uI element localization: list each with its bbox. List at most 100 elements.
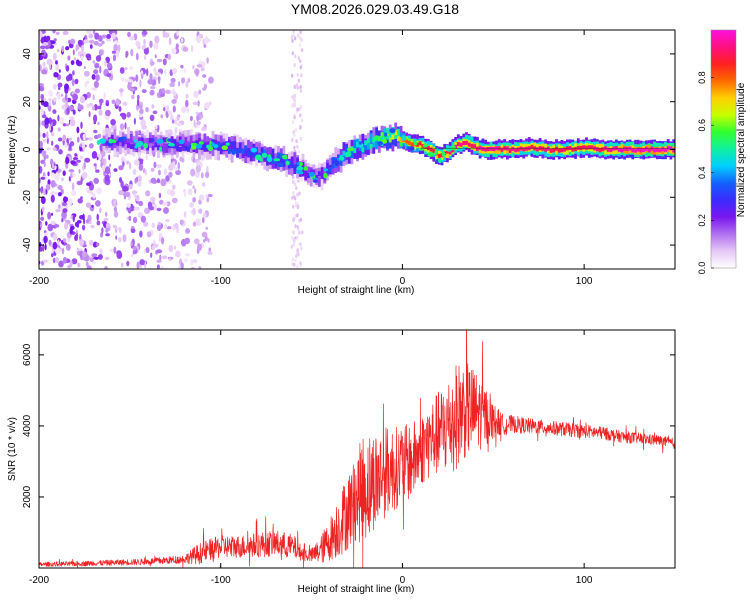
spectrogram-noise-cell xyxy=(77,39,83,46)
spectrogram-noise-cell xyxy=(46,131,49,140)
spectrogram-ridge-cell xyxy=(508,148,512,153)
spectrogram-noise-cell xyxy=(154,54,157,59)
spectrogram-noise-cell xyxy=(93,69,99,75)
spectrogram-noise-cell xyxy=(165,219,170,223)
spectrogram-noise-cell xyxy=(206,57,209,64)
spectrogram-noise-cell xyxy=(69,116,75,120)
spectrogram-ridge-blob xyxy=(413,141,418,146)
spectrogram-ridge-cell xyxy=(620,148,624,153)
spectrogram-noise-cell xyxy=(41,49,46,57)
spectrogram-noise-cell xyxy=(175,250,181,258)
spectrogram-noise-cell xyxy=(299,113,302,118)
spectrogram-noise-cell xyxy=(293,238,297,243)
spectrogram-noise-cell xyxy=(138,163,144,171)
spectrogram-noise-cell xyxy=(76,126,80,134)
spectrogram-ridge-cell xyxy=(557,148,561,153)
spectrogram-noise-cell xyxy=(88,143,94,149)
spectrogram-noise-cell xyxy=(297,78,300,83)
spectrogram-noise-cell xyxy=(299,89,303,93)
spectrogram-noise-cell xyxy=(125,50,129,57)
spectrogram-noise-cell xyxy=(79,155,84,160)
spectrogram-noise-cell xyxy=(193,90,199,98)
spectrogram-ridge-blob xyxy=(225,142,230,146)
snr-series-line xyxy=(39,330,675,568)
spectrogram-noise-cell xyxy=(105,233,110,237)
spectrogram-noise-cell xyxy=(124,67,128,71)
spectrogram-ridge-cell xyxy=(184,145,188,151)
spectrogram-noise-cell xyxy=(145,153,148,161)
spectrogram-ridge-blob xyxy=(384,132,388,137)
spectrogram-noise-cell xyxy=(83,39,89,44)
spectrogram-noise-cell xyxy=(89,191,94,195)
spectrogram-noise-cell xyxy=(111,50,116,54)
spectrogram-noise-cell xyxy=(95,74,100,82)
spectrogram-noise-cell xyxy=(75,233,79,241)
spectrogram-ridge-cell xyxy=(157,145,160,151)
spectrogram-ridge-blob xyxy=(156,138,164,144)
spectrogram-ridge-cell xyxy=(658,148,662,153)
spectrogram-noise-cell xyxy=(163,207,169,214)
spectrogram-noise-cell xyxy=(113,211,119,218)
spectrogram-ridge-cell xyxy=(416,142,419,147)
spectrogram-ridge-cell xyxy=(279,153,283,159)
spectrogram-noise-cell xyxy=(169,82,175,88)
spectrogram-noise-cell xyxy=(146,68,149,77)
spectrogram-noise-cell xyxy=(83,51,86,56)
spectrogram-noise-cell xyxy=(192,101,199,106)
spectrogram-noise-cell xyxy=(293,145,296,150)
spectrogram-noise-cell xyxy=(294,224,297,229)
spectrogram-noise-cell xyxy=(103,92,106,100)
spectrogram-noise-cell xyxy=(103,217,109,221)
spectrogram-noise-cell xyxy=(92,193,96,199)
spectrogram-ridge-cell xyxy=(388,131,392,142)
spectrogram-noise-cell xyxy=(63,222,69,230)
spectrogram-noise-cell xyxy=(126,111,131,118)
spectrogram-noise-cell xyxy=(81,171,88,179)
spectrogram-noise-cell xyxy=(168,110,173,116)
spectrogram-noise-cell xyxy=(135,74,139,82)
spectrogram-noise-cell xyxy=(43,259,49,263)
snr-y-tick-label: 2000 xyxy=(22,485,33,508)
spectrogram-ridge-cell xyxy=(489,146,493,151)
snr-background xyxy=(39,330,675,568)
spectrogram-noise-cell xyxy=(118,190,125,196)
spectrogram-noise-cell xyxy=(296,235,299,240)
spectrogram-ridge-cell xyxy=(566,147,569,155)
spectrogram-noise-cell xyxy=(72,109,76,115)
spectrogram-noise-cell xyxy=(44,243,47,251)
spectrogram-noise-cell xyxy=(150,252,153,258)
spectrogram-ridge-blob xyxy=(137,140,144,147)
spectrogram-x-tick-label: 0 xyxy=(400,276,406,287)
spectrogram-noise-cell xyxy=(52,257,56,264)
spectrogram-noise-cell xyxy=(299,85,302,89)
spectrogram-noise-cell xyxy=(171,119,175,124)
spectrogram-noise-cell xyxy=(43,161,46,168)
spectrogram-ridge-cell xyxy=(465,140,468,145)
spectrogram-ridge-cell xyxy=(456,142,460,147)
spectrogram-noise-cell xyxy=(128,215,132,221)
spectrogram-noise-cell xyxy=(52,52,57,61)
spectrogram-noise-cell xyxy=(58,260,64,268)
spectrogram-ridge-cell xyxy=(143,138,147,148)
spectrogram-noise-cell xyxy=(294,128,298,133)
spectrogram-noise-cell xyxy=(185,81,189,88)
spectrogram-noise-cell xyxy=(132,168,137,175)
spectrogram-noise-cell xyxy=(168,37,172,46)
spectrogram-noise-cell xyxy=(293,115,296,120)
spectrogram-ridge-cell xyxy=(386,133,389,150)
spectrogram-noise-cell xyxy=(179,219,184,225)
spectrogram-noise-cell xyxy=(131,253,134,258)
spectrogram-noise-cell xyxy=(165,89,171,95)
spectrogram-noise-cell xyxy=(94,62,100,69)
spectrogram-ridge-cell xyxy=(162,143,166,153)
spectrogram-noise-cell xyxy=(189,115,193,122)
spectrogram-noise-cell xyxy=(299,242,302,247)
spectrogram-ridge-cell xyxy=(238,148,242,154)
spectrogram-noise-cell xyxy=(207,193,213,198)
spectrogram-noise-cell xyxy=(40,93,44,101)
spectrogram-noise-cell xyxy=(88,136,93,141)
spectrogram-noise-cell xyxy=(139,108,144,115)
spectrogram-noise-cell xyxy=(156,207,162,212)
spectrogram-noise-cell xyxy=(150,196,156,202)
spectrogram-noise-cell xyxy=(126,260,130,267)
